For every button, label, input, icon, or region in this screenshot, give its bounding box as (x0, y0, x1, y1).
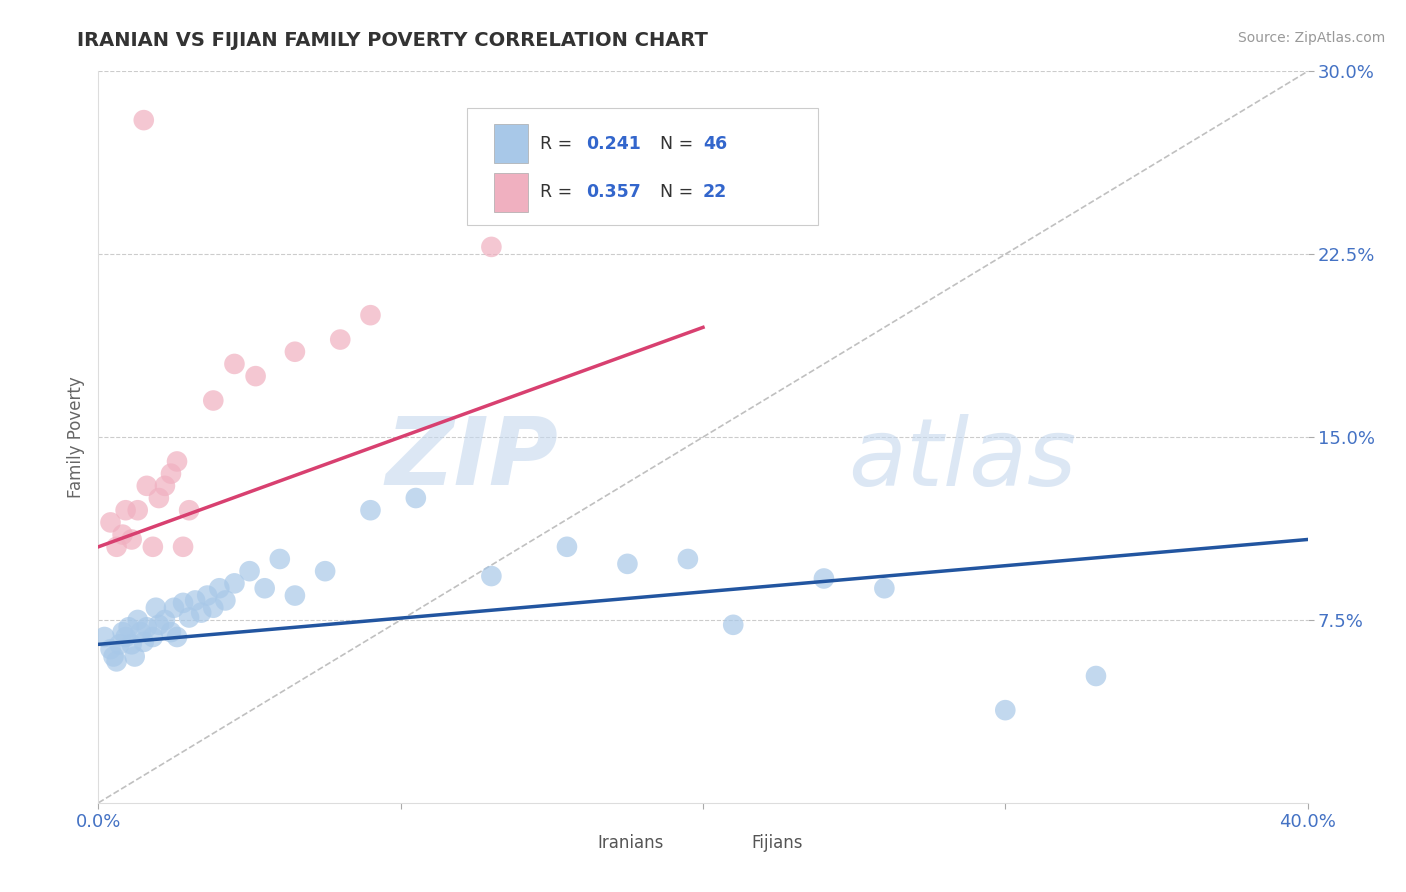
Point (284, 589, 307, 603)
Point (111, 625, 134, 640)
Point (1085, 669, 1108, 683)
Point (121, 637, 143, 651)
Point (481, 240, 503, 254)
Text: N =: N = (648, 183, 699, 201)
Point (172, 540, 194, 554)
Point (100, 642, 122, 657)
Text: R =: R = (540, 183, 578, 201)
Bar (494, 172, 527, 211)
Point (172, 596, 194, 610)
Point (873, 581, 896, 595)
Text: Source: ZipAtlas.com: Source: ZipAtlas.com (1237, 31, 1385, 45)
Point (481, 569, 503, 583)
Text: ZIP: ZIP (385, 413, 558, 505)
FancyBboxPatch shape (467, 108, 818, 225)
Point (202, 600, 225, 615)
Point (105, 654, 128, 668)
Point (118, 620, 141, 634)
Bar (494, 125, 527, 163)
Point (108, 637, 131, 651)
Point (142, 540, 165, 554)
Point (160, 625, 183, 640)
Point (179, 503, 201, 517)
Bar (564, 831, 591, 855)
Point (160, 467, 183, 481)
Point (132, 113, 155, 128)
Point (148, 617, 170, 632)
Point (105, 540, 128, 554)
Point (132, 635, 155, 649)
Point (127, 503, 149, 517)
Point (129, 625, 152, 640)
Point (360, 503, 382, 517)
Bar (718, 831, 745, 855)
Point (166, 630, 188, 644)
Point (166, 454, 188, 468)
Text: Iranians: Iranians (598, 834, 664, 852)
Point (135, 620, 157, 634)
Text: 22: 22 (703, 183, 727, 201)
Point (314, 564, 336, 578)
Point (148, 491, 170, 505)
Point (103, 649, 125, 664)
Text: R =: R = (540, 135, 578, 153)
Point (184, 593, 207, 607)
Y-axis label: Family Poverty: Family Poverty (66, 376, 84, 498)
Point (245, 369, 267, 384)
Point (360, 308, 382, 322)
Point (135, 479, 157, 493)
Text: Fijians: Fijians (751, 834, 803, 852)
Point (153, 613, 176, 627)
Point (145, 600, 167, 615)
Point (616, 557, 638, 571)
Text: 0.357: 0.357 (586, 183, 641, 201)
Text: N =: N = (648, 135, 699, 153)
Point (676, 552, 699, 566)
Point (284, 344, 307, 359)
Point (405, 491, 427, 505)
Point (202, 393, 225, 408)
Point (163, 600, 186, 615)
Point (153, 479, 176, 493)
Point (124, 649, 146, 664)
Point (142, 630, 165, 644)
Point (111, 527, 134, 541)
Text: 0.241: 0.241 (586, 135, 641, 153)
Point (224, 576, 246, 591)
Point (195, 589, 218, 603)
Point (214, 593, 236, 607)
Point (813, 572, 835, 586)
Point (329, 333, 352, 347)
Text: 46: 46 (703, 135, 727, 153)
Point (555, 540, 578, 554)
Point (208, 581, 231, 595)
Point (179, 610, 201, 624)
Point (723, 617, 745, 632)
Point (100, 516, 122, 530)
Point (253, 581, 276, 595)
Point (190, 606, 212, 620)
Text: atlas: atlas (848, 414, 1077, 505)
Point (994, 703, 1017, 717)
Point (93, 630, 115, 644)
Point (239, 564, 262, 578)
Point (121, 533, 143, 547)
Point (269, 552, 291, 566)
Point (114, 503, 136, 517)
Point (114, 630, 136, 644)
Text: IRANIAN VS FIJIAN FAMILY POVERTY CORRELATION CHART: IRANIAN VS FIJIAN FAMILY POVERTY CORRELA… (77, 31, 709, 50)
Point (127, 613, 149, 627)
Point (224, 357, 246, 371)
